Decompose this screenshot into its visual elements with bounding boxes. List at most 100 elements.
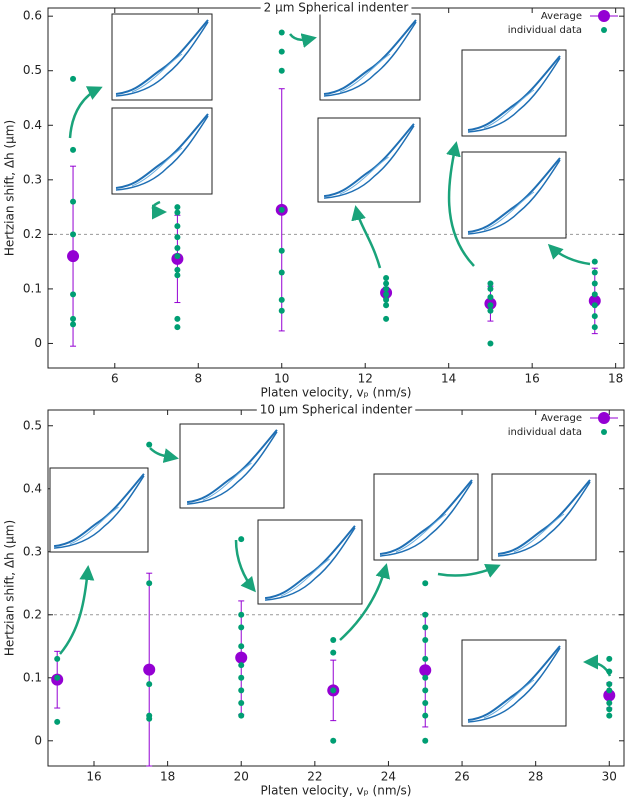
individual-point xyxy=(606,687,613,694)
average-point xyxy=(235,651,248,664)
arrow xyxy=(234,539,256,593)
inset-frame xyxy=(461,639,567,727)
individual-point xyxy=(487,302,494,309)
individual-point xyxy=(174,204,181,211)
individual-point xyxy=(278,269,285,276)
individual-point xyxy=(70,75,77,82)
title-background xyxy=(260,0,412,15)
individual-point xyxy=(422,580,429,587)
individual-point xyxy=(606,699,613,706)
arrows xyxy=(59,33,612,677)
individual-point xyxy=(146,715,153,722)
individual-point xyxy=(591,291,598,298)
y-tick-label: 0.3 xyxy=(23,544,42,558)
individual-point xyxy=(238,624,245,631)
arrow xyxy=(339,563,391,641)
y-tick-label: 0.6 xyxy=(23,9,42,23)
legend-label: individual data xyxy=(508,427,582,438)
arrow xyxy=(151,200,167,220)
arrow xyxy=(149,447,179,464)
y-tick-label: 0.5 xyxy=(23,418,42,432)
legend-key xyxy=(601,429,607,435)
y-tick-label: 0 xyxy=(34,733,42,747)
inset-frame xyxy=(461,49,567,137)
x-tick-label: 24 xyxy=(381,770,396,784)
individual-point xyxy=(330,737,337,744)
title-background xyxy=(256,402,416,417)
y-tick-label: 0.1 xyxy=(23,281,42,295)
individual-point xyxy=(278,67,285,74)
inset-frame xyxy=(461,151,567,239)
individual-point xyxy=(422,624,429,631)
individual-point xyxy=(238,536,245,543)
individual-point xyxy=(383,296,390,303)
individual-point xyxy=(278,307,285,314)
individual-point xyxy=(422,687,429,694)
x-tick-label: 12 xyxy=(358,372,373,386)
inset-frame xyxy=(111,107,213,195)
individual-point xyxy=(174,324,181,331)
x-tick-label: 16 xyxy=(86,770,101,784)
inset-frame xyxy=(319,13,421,101)
individual-point xyxy=(422,674,429,681)
legend-label: Average xyxy=(541,413,582,424)
individual-point xyxy=(606,712,613,719)
chart-title: 2 μm Spherical indenter xyxy=(264,1,409,15)
individual-point xyxy=(487,340,494,347)
y-tick-label: 0 xyxy=(34,336,42,350)
individual-point xyxy=(383,291,390,298)
y-tick-label: 0.2 xyxy=(23,607,42,621)
individual-point xyxy=(606,706,613,713)
individual-point xyxy=(70,315,77,322)
individual-point xyxy=(591,269,598,276)
arrow xyxy=(68,86,103,139)
average-point xyxy=(603,689,616,702)
inset-frame xyxy=(373,473,479,561)
y-tick-label: 0.2 xyxy=(23,227,42,241)
individual-point xyxy=(487,307,494,314)
individual-point xyxy=(70,321,77,328)
individual-point xyxy=(383,275,390,281)
individual-point xyxy=(383,280,390,287)
arrow xyxy=(351,205,382,269)
average-point xyxy=(588,294,601,307)
y-tick-label: 0.4 xyxy=(23,481,42,495)
arrow xyxy=(583,654,612,677)
arrow xyxy=(437,564,501,578)
legend-key xyxy=(601,27,607,33)
x-tick-label: 6 xyxy=(111,372,119,386)
y-axis-label: Hertzian shift, Δh (μm) xyxy=(3,120,17,256)
insets xyxy=(49,13,597,727)
average-point xyxy=(143,663,156,676)
individual-point xyxy=(146,681,153,688)
inset-frame xyxy=(491,473,597,561)
individual-point xyxy=(278,206,285,213)
individual-point xyxy=(278,296,285,303)
individual-point xyxy=(422,611,429,618)
individual-point xyxy=(174,266,181,273)
arrow xyxy=(547,243,591,266)
individual-point xyxy=(174,245,181,251)
individual-point xyxy=(422,655,429,662)
individual-point xyxy=(54,718,61,725)
individual-point xyxy=(174,223,181,230)
individual-point xyxy=(238,674,245,681)
individual-point xyxy=(54,655,61,662)
individual-point xyxy=(487,294,494,301)
individual-point xyxy=(606,681,613,688)
panel: 0 0.1 0.2 0.3 0.4 0.5 16 18 20 22 24 26 28 30 Platen v… xyxy=(3,409,625,798)
x-tick-label: 8 xyxy=(194,372,202,386)
individual-point xyxy=(54,674,61,681)
y-tick-label: 0.4 xyxy=(23,118,42,132)
individual-point xyxy=(70,291,77,298)
x-tick-label: 16 xyxy=(525,372,540,386)
individual-point xyxy=(383,315,390,322)
arrow xyxy=(289,33,317,48)
individual-point xyxy=(591,280,598,287)
x-tick-label: 18 xyxy=(160,770,175,784)
inset-frame xyxy=(49,467,149,553)
individual-point xyxy=(591,302,598,309)
individual-point xyxy=(146,580,153,587)
